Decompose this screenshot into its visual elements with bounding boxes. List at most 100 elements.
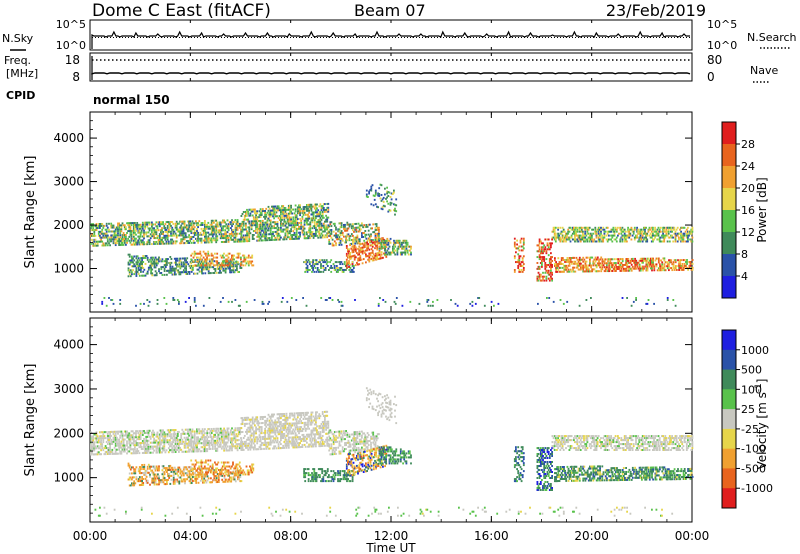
power-echo-2158 xyxy=(201,268,203,271)
power-echo-2827 xyxy=(401,253,403,256)
power-echo-3080 xyxy=(546,269,549,272)
power-echo-429 xyxy=(162,231,164,233)
power-echo-1382 xyxy=(298,225,300,228)
power-echo-2960 xyxy=(518,269,521,271)
power-echo-2583 xyxy=(350,247,353,250)
power-echo-2868 xyxy=(367,196,369,198)
power-echo-2253 xyxy=(230,269,233,272)
power-echo-370 xyxy=(153,235,155,238)
power-echo-1424 xyxy=(303,233,306,236)
power-echo-2769 xyxy=(385,251,387,254)
power-echo-3641 xyxy=(690,232,693,235)
power-echo-4126 xyxy=(686,261,688,263)
power-echo-1108 xyxy=(267,217,270,220)
power-echo-3640 xyxy=(690,240,693,243)
power-echo-1198 xyxy=(277,209,280,212)
velocity-echo-154 xyxy=(114,448,117,451)
power-echo-3747 xyxy=(578,260,581,263)
power-echo-3052 xyxy=(542,246,544,249)
power-echo-2404 xyxy=(242,264,245,267)
velocity-echo-633 xyxy=(193,442,196,445)
power-echo-3876 xyxy=(613,270,616,272)
power-echo-2809 xyxy=(396,253,399,256)
power-echo-2919 xyxy=(389,209,392,212)
power-echo-3254 xyxy=(583,236,585,239)
power-echo-327 xyxy=(145,243,148,246)
velocity-echo-305 xyxy=(138,438,141,441)
power-echo-3362 xyxy=(612,226,615,229)
velocity-echo-656 xyxy=(197,438,199,441)
power-echo-3447 xyxy=(638,232,641,235)
power-echo-2218 xyxy=(220,265,222,268)
power-echo-242 xyxy=(131,237,134,240)
power-echo-3726 xyxy=(573,262,575,265)
power-echo-1092 xyxy=(265,213,268,216)
power-echo-1760 xyxy=(354,238,357,241)
power-echo-1347 xyxy=(294,224,297,227)
power-echo-684 xyxy=(207,241,210,244)
power-echo-658 xyxy=(202,229,205,232)
velocity-echo-7 xyxy=(90,437,92,440)
velocity-echo-171 xyxy=(117,442,119,445)
power-echo-2106 xyxy=(185,271,187,274)
velocity-echo-129 xyxy=(110,442,113,445)
velocity-echo-411 xyxy=(156,431,159,434)
power-echo-2629 xyxy=(360,248,363,251)
power-echo-3182 xyxy=(566,238,568,241)
power-echo-1584 xyxy=(320,218,323,221)
power-echo-4165 xyxy=(178,302,180,305)
power-echo-1412 xyxy=(301,210,304,213)
power-echo-1168 xyxy=(274,215,277,218)
velocity-echo-181 xyxy=(118,430,120,433)
velocity-echo-143 xyxy=(112,436,115,439)
power-echo-3750 xyxy=(580,268,582,271)
power-echo-1194 xyxy=(277,232,280,235)
power-echo-2352 xyxy=(216,256,219,259)
power-echo-2071 xyxy=(177,271,180,274)
power-echo-3952 xyxy=(634,265,636,268)
velocity-echo-282 xyxy=(135,444,137,447)
velocity-echo-634 xyxy=(193,440,196,443)
power-echo-398 xyxy=(157,229,160,232)
power-echo-3554 xyxy=(665,228,668,231)
power-echo-1871 xyxy=(128,263,131,266)
velocity-echo-422 xyxy=(158,441,161,444)
power-echo-2155 xyxy=(199,262,202,265)
power-echo-3591 xyxy=(676,240,679,243)
power-echo-3823 xyxy=(599,262,601,265)
velocity-echo-139 xyxy=(111,430,114,433)
velocity-echo-466 xyxy=(165,439,168,442)
power-echo-1931 xyxy=(141,265,143,267)
power-echo-3824 xyxy=(599,258,601,261)
velocity-scatter-layer xyxy=(90,387,694,517)
power-echo-3481 xyxy=(646,238,649,241)
power-echo-1538 xyxy=(316,234,318,237)
velocity-echo-84 xyxy=(102,433,105,436)
velocity-echo-49 xyxy=(96,441,99,444)
power-echo-2057 xyxy=(173,267,176,270)
power-echo-964 xyxy=(250,220,253,223)
power-echo-3907 xyxy=(621,265,624,268)
power-echo-4030 xyxy=(653,265,656,268)
power-echo-638 xyxy=(198,220,201,223)
power-echo-4192 xyxy=(290,297,293,299)
power-echo-2866 xyxy=(365,193,368,196)
power-echo-3522 xyxy=(657,226,660,229)
power-echo-2706 xyxy=(376,240,379,243)
power-echo-3389 xyxy=(621,230,624,233)
power-echo-250 xyxy=(132,231,135,234)
power-echo-3936 xyxy=(628,261,631,264)
power-echo-613 xyxy=(193,230,196,233)
power-echo-833 xyxy=(232,229,234,231)
power-echo-914 xyxy=(243,211,246,213)
power-echo-469 xyxy=(169,224,171,227)
power-echo-820 xyxy=(230,227,232,230)
power-echo-640 xyxy=(199,237,202,240)
power-echo-4249 xyxy=(590,297,592,299)
power-echo-499 xyxy=(174,222,177,225)
power-echo-2499 xyxy=(329,267,331,269)
power-echo-1073 xyxy=(264,231,266,234)
velocity-echo-128 xyxy=(110,450,113,453)
power-echo-798 xyxy=(225,231,228,234)
power-echo-2264 xyxy=(232,265,235,268)
